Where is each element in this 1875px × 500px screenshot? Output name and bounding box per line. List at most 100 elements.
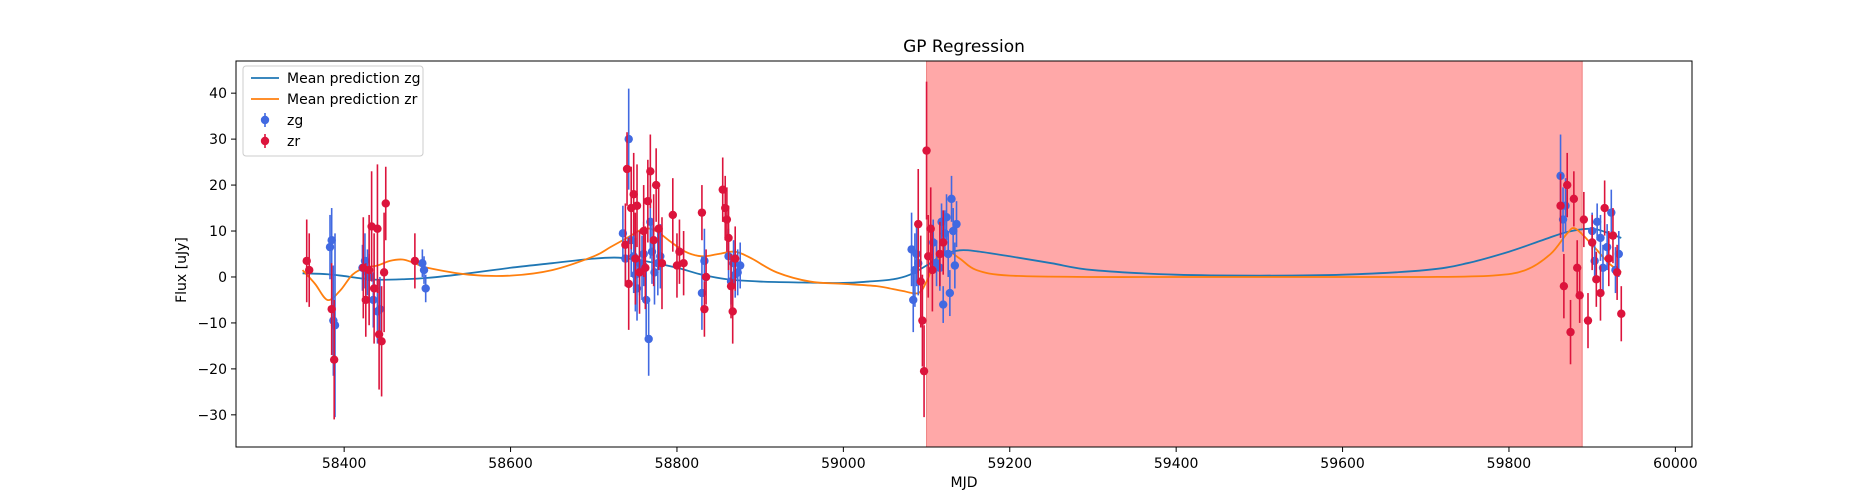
zr-point [722,215,732,224]
zr-point [919,366,929,376]
legend-label-mean-prediction-zr: Mean prediction zr [287,92,418,108]
zr-point [361,295,370,305]
zr-point [649,236,658,245]
zr-point [329,355,339,364]
zg-point [421,284,430,293]
shaded-region [926,61,1583,447]
y-tick-label: 10 [209,224,227,240]
x-axis-label: MJD [951,475,978,491]
zr-point [373,224,382,233]
zr-point [624,279,633,289]
zr-point [700,304,709,314]
zg-point [939,300,948,309]
zg-point [952,219,961,229]
legend: Mean prediction zg Mean prediction zr zg zr [242,65,424,157]
x-tick-label: 58400 [322,456,367,472]
zg-point [942,213,951,222]
legend-box [242,65,424,157]
zg-point [650,268,659,277]
zr-point [916,277,925,286]
zr-point [668,210,677,220]
zr-point [918,316,927,325]
zg-point [950,261,960,270]
zr-point [651,180,661,190]
zr-point [305,265,314,275]
series-zr-points [302,81,1626,420]
zr-point [1604,254,1614,263]
zg-point [909,295,918,305]
mean-prediction-zr-line [301,227,1622,301]
zr-point [726,281,736,291]
zg-point [700,256,709,266]
zr-point [1608,231,1618,240]
zg-point [1596,233,1605,243]
zr-point [369,284,379,293]
zg-point [1614,249,1623,259]
zr-point [939,238,948,247]
zg-point [1592,217,1602,227]
zr-point [728,307,737,316]
zr-point [1587,238,1597,247]
zr-point [622,164,632,174]
zg-point [948,226,958,236]
zg-point [375,304,385,314]
y-axis-label: Flux [uJy] [174,237,190,303]
zr-point [1556,201,1565,210]
zr-point [731,254,740,263]
zg-point [947,194,956,204]
y-tick-label: −20 [197,362,227,378]
y-tick-label: −30 [197,408,227,424]
plot-area [301,61,1626,447]
zg-point [912,249,921,259]
x-tick-label: 59600 [1320,456,1365,472]
x-tick-label: 59800 [1487,456,1532,472]
zr-point [632,201,642,210]
zr-point [701,272,711,282]
zr-point [724,233,733,243]
zg-point [644,334,653,344]
zg-point [1602,242,1612,252]
zg-point [735,261,745,270]
zr-point [641,263,650,272]
zg-point [330,321,340,330]
zr-point [1600,203,1609,213]
zr-point [935,249,945,259]
zr-point [410,256,420,266]
zr-point [377,337,386,346]
legend-swatch-zr [260,136,270,146]
zr-point [922,146,931,155]
zr-point [1566,327,1575,337]
zr-point [1583,316,1593,325]
zr-point [1579,215,1589,224]
zr-point [381,199,390,208]
zr-point [679,258,688,268]
zg-point [945,288,955,298]
y-tick-label: 30 [209,132,227,148]
zr-point [657,258,667,268]
x-tick-label: 59000 [821,456,866,472]
zr-point [697,208,707,217]
zr-point [926,224,935,233]
zg-point [943,249,953,259]
y-tick-label: 20 [209,178,227,194]
x-tick-label: 58600 [488,456,533,472]
zg-point [369,295,378,305]
zr-point [1569,194,1579,204]
x-tick-label: 60000 [1653,456,1698,472]
zr-point [1563,180,1572,190]
legend-label-mean-prediction-zg: Mean prediction zg [287,71,421,87]
y-tick-label: 0 [218,270,227,286]
zr-point [914,219,923,229]
zr-point [1596,288,1605,298]
zg-point [624,134,633,144]
zr-point [1617,309,1626,318]
chart-title: GP Regression [903,37,1025,57]
x-tick-label: 59400 [1154,456,1199,472]
x-tick-label: 58800 [655,456,700,472]
zr-point [654,224,663,233]
zr-point [646,167,655,176]
zr-point [675,247,684,256]
legend-label-zg: zg [287,113,303,129]
zr-point [928,265,937,275]
axes: 58400 58600 58800 59000 59200 59400 59600 59800… [197,60,1698,472]
